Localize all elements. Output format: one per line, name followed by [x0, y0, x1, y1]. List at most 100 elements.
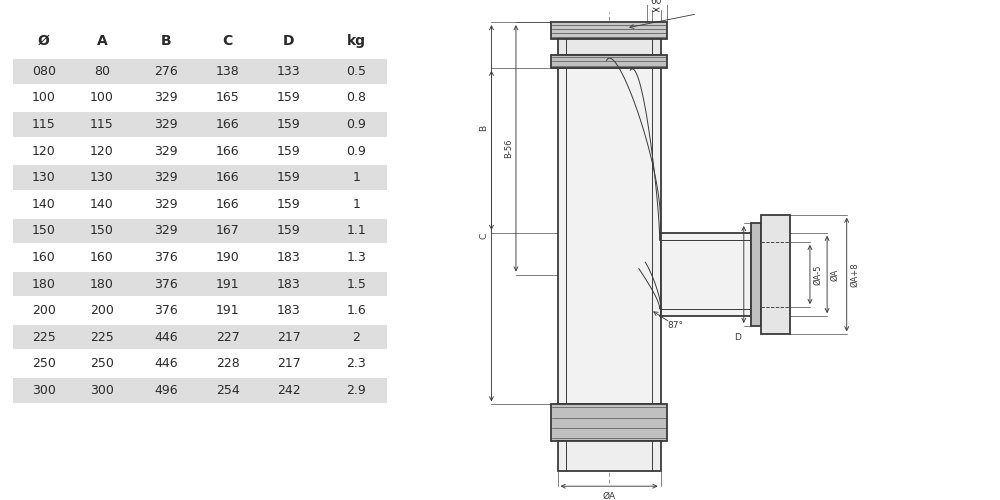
Text: 191: 191	[216, 304, 239, 317]
Text: 166: 166	[216, 144, 239, 158]
Text: 115: 115	[90, 118, 114, 131]
Bar	[551, 55, 667, 68]
Text: 87°: 87°	[667, 322, 683, 330]
Text: 228: 228	[216, 358, 239, 370]
Text: 183: 183	[277, 278, 301, 290]
Text: C: C	[480, 233, 489, 239]
Text: ØA-5: ØA-5	[813, 264, 822, 285]
Text: 159: 159	[277, 198, 301, 211]
Text: 140: 140	[90, 198, 114, 211]
Text: 159: 159	[277, 144, 301, 158]
Text: 225: 225	[90, 330, 114, 344]
Text: 120: 120	[90, 144, 114, 158]
Text: D: D	[734, 334, 741, 342]
Text: 276: 276	[154, 65, 178, 78]
Text: 329: 329	[154, 144, 178, 158]
Text: 0.9: 0.9	[346, 118, 366, 131]
Text: 1: 1	[352, 198, 360, 211]
Text: 160: 160	[90, 251, 114, 264]
Text: A: A	[97, 34, 107, 48]
Bar	[13, 218, 387, 243]
Text: 446: 446	[154, 358, 178, 370]
Text: 80: 80	[94, 65, 110, 78]
Text: ØA+8: ØA+8	[850, 262, 859, 287]
Text: 166: 166	[216, 118, 239, 131]
Bar	[558, 40, 660, 55]
Text: 160: 160	[32, 251, 56, 264]
Text: C: C	[222, 34, 233, 48]
Bar	[551, 404, 667, 441]
Text: 115: 115	[32, 118, 56, 131]
Text: 250: 250	[32, 358, 56, 370]
Text: 329: 329	[154, 224, 178, 237]
Text: ØA: ØA	[602, 492, 616, 500]
Text: 227: 227	[216, 330, 239, 344]
Bar	[761, 214, 790, 334]
Text: 329: 329	[154, 118, 178, 131]
Text: 2.9: 2.9	[346, 384, 366, 397]
Text: B: B	[480, 124, 489, 130]
Text: 183: 183	[277, 304, 301, 317]
Text: 1.6: 1.6	[346, 304, 366, 317]
Text: 376: 376	[154, 278, 178, 290]
Text: 376: 376	[154, 304, 178, 317]
Bar	[551, 22, 667, 40]
Text: B-56: B-56	[504, 138, 513, 158]
Bar	[13, 272, 387, 296]
Text: 166: 166	[216, 171, 239, 184]
Bar	[13, 378, 387, 402]
Text: Ø: Ø	[38, 34, 50, 48]
Text: 2.3: 2.3	[346, 358, 366, 370]
Text: D: D	[283, 34, 295, 48]
Text: 165: 165	[216, 92, 239, 104]
Text: 150: 150	[90, 224, 114, 237]
Bar	[558, 68, 660, 404]
Text: 159: 159	[277, 224, 301, 237]
Text: ØA: ØA	[831, 268, 840, 280]
Text: 446: 446	[154, 330, 178, 344]
Text: 166: 166	[216, 198, 239, 211]
Text: 0.8: 0.8	[346, 92, 366, 104]
Text: 080: 080	[32, 65, 56, 78]
Text: 200: 200	[32, 304, 56, 317]
Text: 130: 130	[90, 171, 114, 184]
Text: 2: 2	[352, 330, 360, 344]
Bar	[13, 325, 387, 349]
Text: 300: 300	[90, 384, 114, 397]
Text: 60: 60	[650, 0, 662, 6]
Text: 250: 250	[90, 358, 114, 370]
Text: 180: 180	[90, 278, 114, 290]
Text: 0.9: 0.9	[346, 144, 366, 158]
Text: 130: 130	[32, 171, 56, 184]
Bar	[660, 233, 751, 316]
Text: 1: 1	[352, 171, 360, 184]
Text: 100: 100	[90, 92, 114, 104]
Text: 183: 183	[277, 251, 301, 264]
Text: 200: 200	[90, 304, 114, 317]
Text: 217: 217	[277, 358, 301, 370]
Text: kg: kg	[347, 34, 366, 48]
Text: 1.3: 1.3	[346, 251, 366, 264]
Text: 159: 159	[277, 92, 301, 104]
Text: 159: 159	[277, 118, 301, 131]
Text: 100: 100	[32, 92, 56, 104]
Text: 133: 133	[277, 65, 301, 78]
Text: 376: 376	[154, 251, 178, 264]
Bar	[13, 59, 387, 84]
Text: 329: 329	[154, 171, 178, 184]
Text: 254: 254	[216, 384, 239, 397]
Text: 242: 242	[277, 384, 301, 397]
Text: 167: 167	[216, 224, 239, 237]
Text: 150: 150	[32, 224, 56, 237]
Bar	[13, 166, 387, 190]
Text: 138: 138	[216, 65, 239, 78]
Bar	[558, 441, 660, 470]
Text: 300: 300	[32, 384, 56, 397]
Text: 329: 329	[154, 92, 178, 104]
Text: 496: 496	[154, 384, 178, 397]
Text: 180: 180	[32, 278, 56, 290]
Text: 159: 159	[277, 171, 301, 184]
Text: B: B	[161, 34, 172, 48]
Text: 1.5: 1.5	[346, 278, 366, 290]
Text: 1.1: 1.1	[346, 224, 366, 237]
